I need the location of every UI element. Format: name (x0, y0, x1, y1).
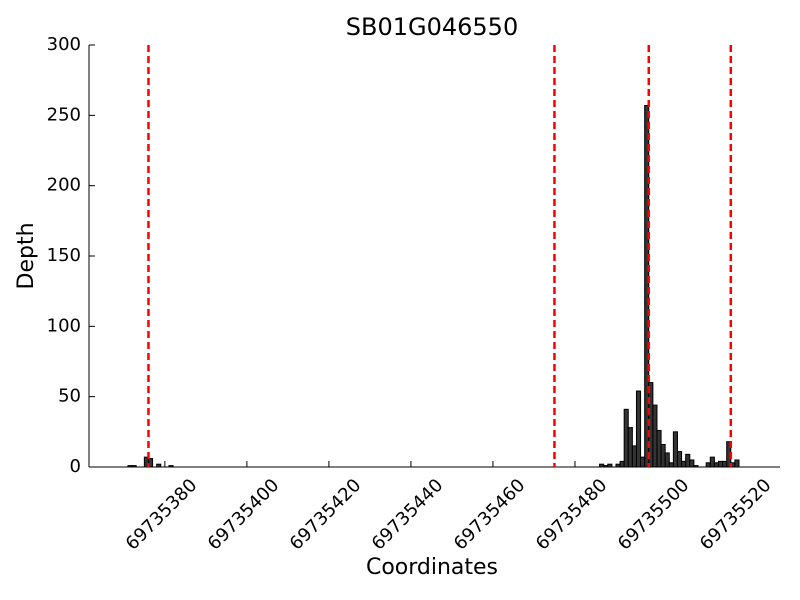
bar (640, 456, 646, 468)
bar (656, 429, 662, 468)
bar (734, 459, 740, 468)
y-tick-label: 150 (47, 245, 81, 266)
y-tick-label: 0 (70, 456, 81, 477)
bar (668, 462, 674, 468)
x-tick-label: 69735440 (368, 475, 448, 555)
bar (127, 465, 133, 468)
bar (168, 465, 174, 468)
bar (681, 460, 687, 468)
bar (623, 408, 629, 468)
bar (652, 404, 658, 468)
x-tick-label: 69735380 (122, 475, 202, 555)
bar (603, 465, 609, 468)
bar (615, 463, 621, 468)
bar (685, 453, 691, 468)
bar (689, 459, 695, 468)
bar (713, 462, 719, 468)
bar (627, 427, 633, 468)
chart-title: SB01G046550 (346, 13, 518, 41)
bar (644, 104, 650, 468)
y-tick-label: 300 (47, 34, 81, 55)
x-axis-label: Coordinates (366, 555, 498, 580)
y-tick-label: 100 (47, 315, 81, 336)
x-tick-label: 69735460 (450, 475, 530, 555)
bar (693, 465, 699, 468)
bar (635, 390, 642, 468)
bar (631, 445, 637, 468)
x-tick-label: 69735500 (614, 475, 694, 555)
bar (607, 463, 613, 468)
bar (660, 443, 666, 468)
bar (722, 460, 728, 468)
x-tick-label: 69735400 (204, 475, 284, 555)
y-axis-label: Depth (14, 222, 39, 289)
x-tick-label: 69735420 (286, 475, 366, 555)
bar (156, 463, 162, 468)
bar (676, 451, 683, 468)
y-tick-label: 50 (58, 386, 81, 407)
bar (131, 465, 137, 468)
x-tick-label: 69735520 (696, 475, 776, 555)
y-tick-label: 250 (47, 104, 81, 125)
y-tick-label: 200 (47, 175, 81, 196)
x-tick-label: 69735480 (532, 475, 612, 555)
bar (664, 452, 670, 468)
bar (599, 463, 605, 468)
bar (619, 460, 625, 468)
bar (709, 456, 715, 468)
bar (672, 431, 678, 468)
bar (705, 462, 711, 468)
bar (717, 460, 724, 468)
bar (147, 458, 154, 468)
